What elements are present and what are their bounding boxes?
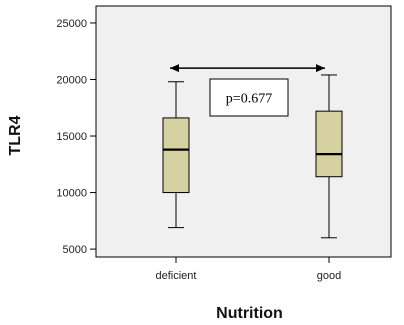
x-axis-title: Nutrition: [216, 305, 283, 322]
y-axis-title: TLR4: [7, 115, 24, 155]
iqr-box: [162, 117, 190, 194]
x-axis: deficient good: [156, 257, 341, 282]
boxes: [162, 74, 343, 239]
x-tick-label: deficient: [156, 270, 197, 282]
p-value-annotation: p=0.677: [170, 64, 325, 117]
p-value-box: [209, 78, 289, 117]
y-tick-label: 15000: [56, 131, 87, 143]
arrowhead-left: [170, 64, 179, 73]
box-deficient: [162, 81, 190, 229]
y-axis: 5000 10000 15000 20000 25000: [56, 18, 96, 256]
y-tick-label: 5000: [63, 244, 87, 256]
y-tick-label: 10000: [56, 188, 87, 200]
box-good: [315, 74, 343, 239]
y-tick-label: 25000: [56, 18, 87, 30]
p-value-text: p=0.677: [226, 92, 272, 107]
arrowhead-right: [316, 64, 325, 73]
y-tick-label: 20000: [56, 74, 87, 86]
plot-area: [95, 5, 392, 258]
x-tick-label: good: [317, 270, 341, 282]
iqr-box: [315, 110, 343, 178]
